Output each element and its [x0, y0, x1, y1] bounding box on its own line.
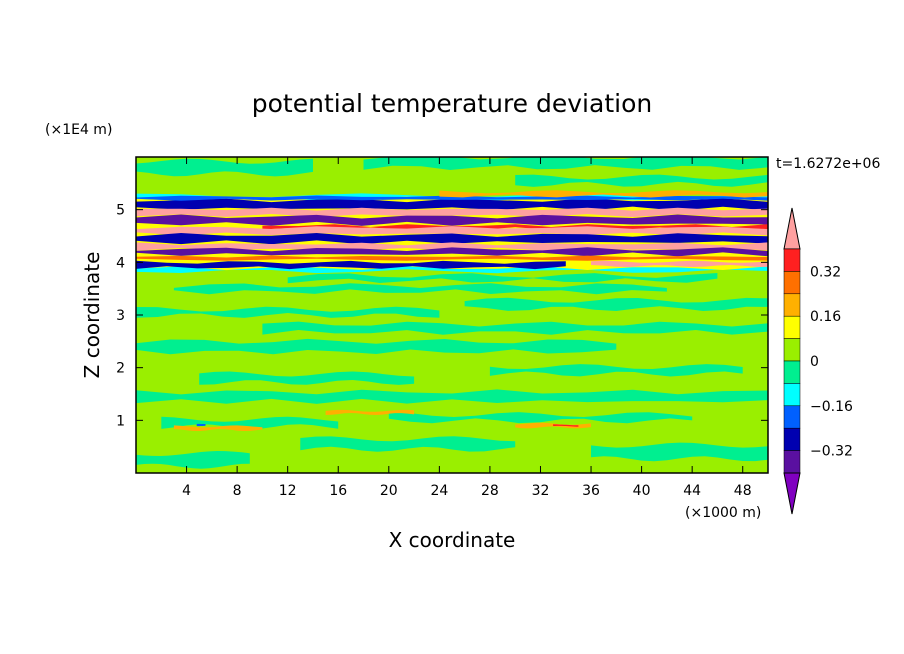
x-tick-label: 16	[329, 483, 347, 499]
contour-band-upper	[136, 242, 768, 251]
contour-band-green	[262, 321, 768, 335]
contour-band-upper	[136, 226, 768, 236]
contour-band-upper	[591, 260, 768, 267]
x-axis-label: X coordinate	[389, 528, 516, 552]
x-tick-label: 40	[633, 483, 651, 499]
y-tick-label: 4	[116, 255, 125, 271]
colorbar-swatch	[783, 293, 801, 317]
contour-band-green	[173, 283, 667, 295]
chart-title: potential temperature deviation	[252, 89, 652, 118]
x-tick-label: 36	[582, 483, 600, 499]
colorbar-swatch	[783, 405, 801, 429]
y-unit-label: (×1E4 m)	[45, 122, 112, 138]
contour-band-upper	[439, 190, 768, 198]
colorbar-swatch	[783, 338, 801, 362]
contour-band-upper	[136, 207, 768, 217]
contour-band-green	[388, 412, 693, 424]
contour-band-green	[287, 273, 718, 284]
y-tick-label: 2	[116, 361, 125, 377]
contour-band-green	[136, 389, 768, 404]
x-axis: 4 8 12 16 20 24 28 32 36 40 44 48	[182, 157, 752, 499]
contour-band-green	[591, 442, 768, 462]
contour-band-upper	[136, 233, 768, 245]
contour-band-green	[199, 371, 415, 385]
contour-band-red	[553, 424, 579, 427]
contour-band-amber	[173, 425, 263, 431]
colorbar-label: −0.16	[810, 399, 853, 415]
x-tick-label: 48	[734, 483, 752, 499]
colorbar-extension-max	[783, 207, 801, 250]
x-tick-label: 28	[481, 483, 499, 499]
colorbar-swatch	[783, 315, 801, 339]
x-tick-label: 44	[683, 483, 701, 499]
contour-band-upper	[136, 255, 768, 261]
contour-band-green	[161, 416, 339, 430]
contour-band-green	[136, 158, 313, 177]
colorbar-swatch	[783, 450, 801, 474]
contour-band-upper	[136, 247, 768, 257]
colorbar-swatch	[783, 248, 801, 272]
plot-area	[136, 157, 768, 473]
x-unit-label: (×1000 m)	[685, 505, 761, 521]
colorbar: 0.32 0.16 0 −0.16 −0.32	[783, 207, 853, 515]
contour-band-upper	[136, 195, 768, 201]
contour-band-green	[300, 436, 516, 452]
x-tick-label: 4	[182, 483, 191, 499]
contour-band-amber	[325, 409, 415, 415]
colorbar-label: 0.32	[810, 264, 841, 280]
contour-band-green	[464, 297, 768, 311]
colorbar-label: 0	[810, 354, 819, 370]
y-axis-label: Z coordinate	[80, 252, 104, 379]
contour-band-green	[515, 174, 768, 187]
contour-band-green	[136, 451, 250, 469]
x-tick-label: 32	[532, 483, 550, 499]
x-tick-label: 24	[430, 483, 448, 499]
contour-band-upper	[136, 260, 566, 270]
time-label: t=1.6272e+06	[776, 156, 880, 172]
contour-band-upper	[136, 214, 768, 226]
colorbar-extension-min	[783, 472, 801, 515]
colorbar-label: 0.16	[810, 309, 841, 325]
contour-band-green	[136, 306, 440, 318]
y-tick-label: 3	[116, 308, 125, 324]
colorbar-label: −0.32	[810, 444, 853, 460]
contour-band-green	[363, 157, 768, 170]
colorbar-swatch	[783, 360, 801, 384]
colorbar-swatch	[783, 271, 801, 295]
field-contours	[136, 157, 768, 469]
x-tick-label: 12	[279, 483, 297, 499]
y-tick-label: 1	[116, 413, 125, 429]
colorbar-swatch	[783, 383, 801, 407]
x-tick-label: 8	[233, 483, 242, 499]
y-axis: 1 2 3 4 5	[116, 203, 768, 429]
contour-band-green	[136, 338, 617, 355]
contour-band-upper	[136, 198, 768, 211]
x-tick-label: 20	[380, 483, 398, 499]
contour-band-blue	[196, 423, 206, 427]
contour-band-green	[489, 364, 743, 377]
y-tick-label: 5	[116, 203, 125, 219]
colorbar-swatch	[783, 427, 801, 451]
